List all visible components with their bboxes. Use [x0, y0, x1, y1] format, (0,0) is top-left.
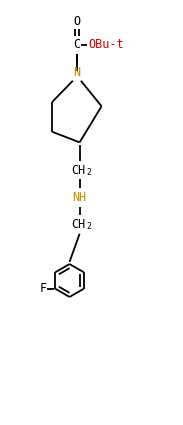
Text: O: O [73, 15, 80, 28]
Text: C: C [73, 38, 80, 51]
Text: N: N [73, 66, 80, 79]
Text: 2: 2 [87, 222, 92, 232]
Text: NH: NH [72, 191, 87, 204]
Text: 2: 2 [87, 168, 92, 177]
Text: F: F [40, 282, 47, 295]
Text: CH: CH [72, 164, 86, 176]
Text: CH: CH [72, 218, 86, 231]
Text: OBu-t: OBu-t [89, 38, 124, 51]
